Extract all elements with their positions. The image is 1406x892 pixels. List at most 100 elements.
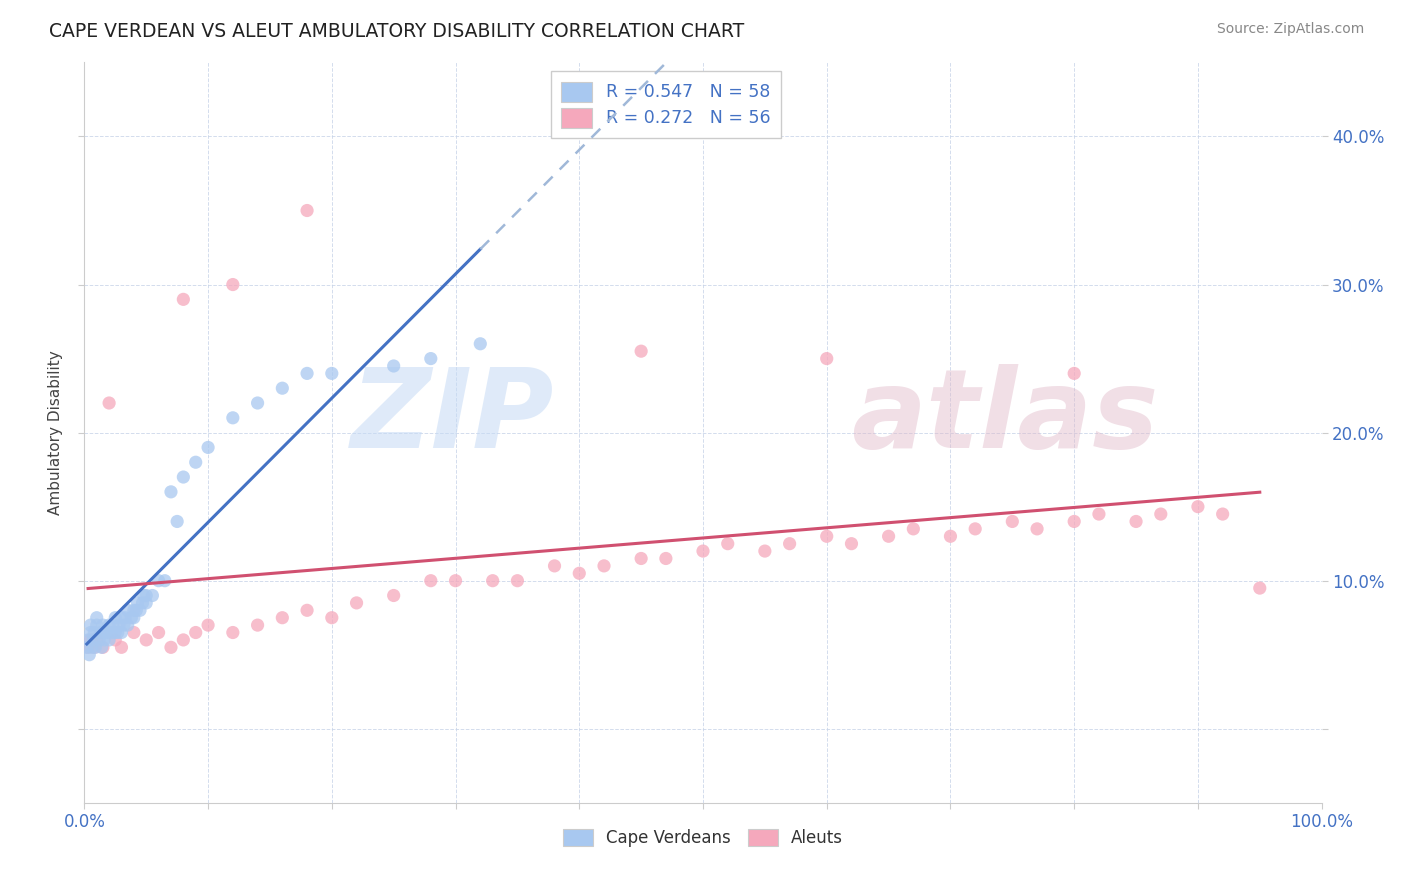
Point bbox=[79, 618, 101, 632]
Point bbox=[1212, 507, 1234, 521]
Point bbox=[77, 632, 100, 647]
Point bbox=[321, 367, 343, 381]
Point bbox=[114, 610, 136, 624]
Point bbox=[153, 574, 176, 588]
Point bbox=[877, 529, 900, 543]
Point bbox=[419, 574, 441, 588]
Point bbox=[104, 610, 127, 624]
Point bbox=[104, 625, 127, 640]
Point bbox=[841, 536, 863, 550]
Point bbox=[110, 640, 132, 655]
Point bbox=[160, 484, 183, 499]
Point bbox=[104, 632, 127, 647]
Point bbox=[692, 544, 714, 558]
Point bbox=[129, 603, 152, 617]
Point bbox=[1150, 507, 1173, 521]
Point bbox=[172, 470, 194, 484]
Point bbox=[132, 589, 155, 603]
Point bbox=[122, 625, 145, 640]
Point bbox=[160, 640, 183, 655]
Point bbox=[112, 618, 135, 632]
Point bbox=[593, 558, 616, 573]
Point bbox=[76, 640, 98, 655]
Point bbox=[79, 648, 101, 662]
Point bbox=[382, 589, 405, 603]
Point bbox=[184, 625, 207, 640]
Point bbox=[965, 522, 987, 536]
Point bbox=[79, 625, 101, 640]
Point bbox=[89, 625, 111, 640]
Point bbox=[90, 640, 112, 655]
Point bbox=[754, 544, 776, 558]
Point bbox=[568, 566, 591, 581]
Point bbox=[172, 632, 194, 647]
Point bbox=[91, 618, 114, 632]
Text: atlas: atlas bbox=[852, 364, 1159, 471]
Point bbox=[91, 640, 114, 655]
Point bbox=[83, 640, 105, 655]
Point bbox=[79, 632, 101, 647]
Point bbox=[82, 632, 104, 647]
Legend: Cape Verdeans, Aleuts: Cape Verdeans, Aleuts bbox=[557, 822, 849, 854]
Point bbox=[222, 410, 245, 425]
Point bbox=[419, 351, 441, 366]
Point bbox=[197, 441, 219, 455]
Point bbox=[89, 632, 111, 647]
Point bbox=[295, 203, 318, 218]
Text: ZIP: ZIP bbox=[352, 364, 554, 471]
Point bbox=[481, 574, 503, 588]
Point bbox=[135, 632, 157, 647]
Point bbox=[107, 625, 129, 640]
Point bbox=[101, 618, 124, 632]
Point bbox=[321, 610, 343, 624]
Point bbox=[222, 277, 245, 292]
Point bbox=[108, 618, 131, 632]
Point bbox=[1063, 515, 1085, 529]
Point bbox=[630, 551, 652, 566]
Point bbox=[125, 603, 148, 617]
Point bbox=[1088, 507, 1111, 521]
Point bbox=[246, 618, 269, 632]
Point bbox=[110, 625, 132, 640]
Point bbox=[271, 610, 294, 624]
Point bbox=[271, 381, 294, 395]
Point bbox=[98, 632, 121, 647]
Point bbox=[77, 640, 100, 655]
Point bbox=[1063, 367, 1085, 381]
Point bbox=[98, 396, 121, 410]
Point bbox=[222, 625, 245, 640]
Point bbox=[295, 603, 318, 617]
Point bbox=[80, 640, 103, 655]
Point bbox=[630, 344, 652, 359]
Point bbox=[110, 610, 132, 624]
Point bbox=[246, 396, 269, 410]
Point bbox=[543, 558, 565, 573]
Point bbox=[96, 625, 118, 640]
Point bbox=[1001, 515, 1024, 529]
Point bbox=[172, 293, 194, 307]
Point bbox=[122, 603, 145, 617]
Point bbox=[1125, 515, 1147, 529]
Point bbox=[655, 551, 678, 566]
Point bbox=[903, 522, 925, 536]
Point bbox=[717, 536, 740, 550]
Point bbox=[84, 640, 107, 655]
Point bbox=[127, 596, 149, 610]
Text: Source: ZipAtlas.com: Source: ZipAtlas.com bbox=[1216, 22, 1364, 37]
Point bbox=[117, 603, 139, 617]
Point bbox=[815, 351, 838, 366]
Point bbox=[148, 625, 170, 640]
Point bbox=[382, 359, 405, 373]
Point bbox=[1026, 522, 1049, 536]
Point bbox=[295, 367, 318, 381]
Point bbox=[91, 625, 114, 640]
Point bbox=[939, 529, 962, 543]
Point bbox=[166, 515, 188, 529]
Point bbox=[131, 596, 153, 610]
Point bbox=[184, 455, 207, 469]
Point bbox=[135, 589, 157, 603]
Point bbox=[135, 596, 157, 610]
Point bbox=[444, 574, 467, 588]
Point bbox=[141, 589, 163, 603]
Text: CAPE VERDEAN VS ALEUT AMBULATORY DISABILITY CORRELATION CHART: CAPE VERDEAN VS ALEUT AMBULATORY DISABIL… bbox=[49, 22, 744, 41]
